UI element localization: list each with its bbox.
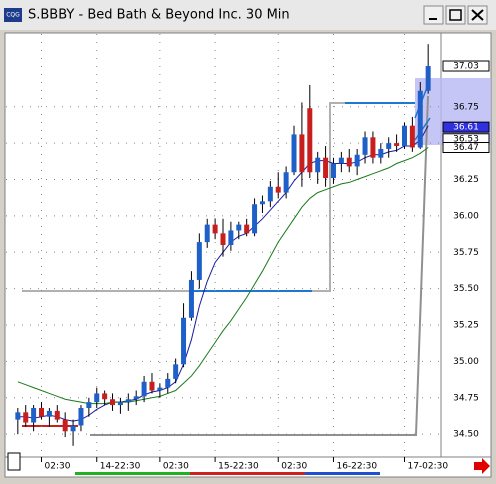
- price-marker-label: 36.61: [453, 123, 479, 133]
- candle-body: [401, 125, 407, 147]
- x-tick-label: 02:30: [163, 462, 189, 472]
- minimize-button[interactable]: [423, 5, 444, 25]
- candle-body: [102, 393, 108, 400]
- price-marker: [442, 142, 490, 154]
- candle-body: [46, 410, 52, 417]
- candle-body: [409, 125, 415, 148]
- price-marker-label: 37.03: [453, 62, 479, 72]
- candle-body: [338, 157, 344, 164]
- candle-body: [110, 399, 116, 406]
- candle-body: [236, 224, 242, 231]
- y-tick-label: 36.75: [453, 102, 479, 112]
- candle-body: [165, 378, 171, 388]
- candle-body: [386, 143, 392, 149]
- candle-body: [252, 204, 258, 234]
- x-tick-label: 17-02:30: [407, 462, 448, 472]
- candle-body: [70, 425, 76, 432]
- candle-body: [39, 407, 45, 417]
- candle-body: [299, 134, 305, 173]
- title-bar: [0, 0, 496, 30]
- price-marker-label: 36.53: [453, 134, 479, 144]
- y-tick-label: 35.50: [453, 284, 479, 294]
- candle-body: [275, 186, 281, 193]
- candle-body: [378, 148, 384, 158]
- candle-body: [315, 157, 321, 173]
- candle-body: [86, 402, 92, 408]
- candle-body: [15, 412, 21, 420]
- candle-body: [394, 143, 400, 147]
- icon-text: CQG: [6, 12, 20, 19]
- candle-body: [267, 186, 273, 202]
- candle-body: [23, 412, 29, 423]
- candle-body: [125, 399, 131, 403]
- y-tick-label: 35.25: [453, 321, 479, 331]
- candle-body: [204, 224, 210, 243]
- candle-body: [417, 90, 423, 148]
- price-marker: [442, 60, 490, 72]
- candle-body: [323, 157, 329, 179]
- x-tick-label: 14-22:30: [100, 462, 141, 472]
- y-tick-label: 35.00: [453, 357, 479, 367]
- candle-body: [133, 396, 139, 400]
- candle-body: [149, 381, 155, 391]
- scroll-arrow[interactable]: [474, 458, 490, 474]
- candle-body: [354, 154, 360, 167]
- candle-body: [283, 172, 289, 193]
- candle-body: [330, 163, 336, 179]
- candle-body: [196, 242, 202, 280]
- candle-body: [94, 393, 100, 403]
- app-icon: [4, 8, 22, 22]
- candle-body: [78, 407, 84, 426]
- scroll-box[interactable]: [7, 452, 21, 471]
- maximize-button[interactable]: [445, 5, 466, 25]
- x-tick-label: 15-22:30: [218, 462, 259, 472]
- session-bar: [190, 472, 305, 475]
- y-tick-label: 36.00: [453, 211, 479, 221]
- session-bar: [75, 472, 190, 475]
- candle-body: [157, 387, 163, 391]
- candle-body: [62, 419, 68, 432]
- moving-average: [17, 147, 429, 405]
- candle-body: [54, 410, 60, 420]
- window-title: S.BBBY - Bed Bath & Beyond Inc. 30 Min: [28, 8, 290, 23]
- candle-body: [228, 230, 234, 245]
- y-tick-label: 36.25: [453, 175, 479, 185]
- y-tick-label: 35.75: [453, 248, 479, 258]
- price-marker-label: 36.47: [453, 143, 479, 153]
- gray-step-line: [90, 95, 429, 436]
- candle-body: [307, 108, 313, 173]
- price-marker: [442, 121, 490, 133]
- y-tick-label: 34.75: [453, 393, 479, 403]
- maximize-glyph: [449, 9, 462, 21]
- candle-body: [173, 364, 179, 379]
- candle-body: [259, 201, 265, 205]
- candle-body: [117, 402, 123, 406]
- candle-body: [181, 317, 187, 365]
- x-tick-label: 02:30: [281, 462, 307, 472]
- session-bar: [305, 472, 380, 475]
- candle-body: [346, 157, 352, 167]
- candle-body: [188, 279, 194, 318]
- candle-body: [141, 381, 147, 397]
- window-buttons: [423, 5, 488, 25]
- candle-body: [31, 407, 37, 423]
- close-glyph: [471, 9, 484, 21]
- candle-body: [425, 66, 431, 91]
- y-tick-label: 34.50: [453, 430, 479, 440]
- candle-body: [362, 137, 368, 155]
- candle-body: [212, 224, 218, 234]
- candle-body: [370, 137, 376, 158]
- candle-body: [244, 224, 250, 234]
- x-tick-label: 16-22:30: [336, 462, 377, 472]
- candle-body: [220, 233, 226, 245]
- x-tick-label: 02:30: [45, 462, 71, 472]
- candle-body: [291, 134, 297, 173]
